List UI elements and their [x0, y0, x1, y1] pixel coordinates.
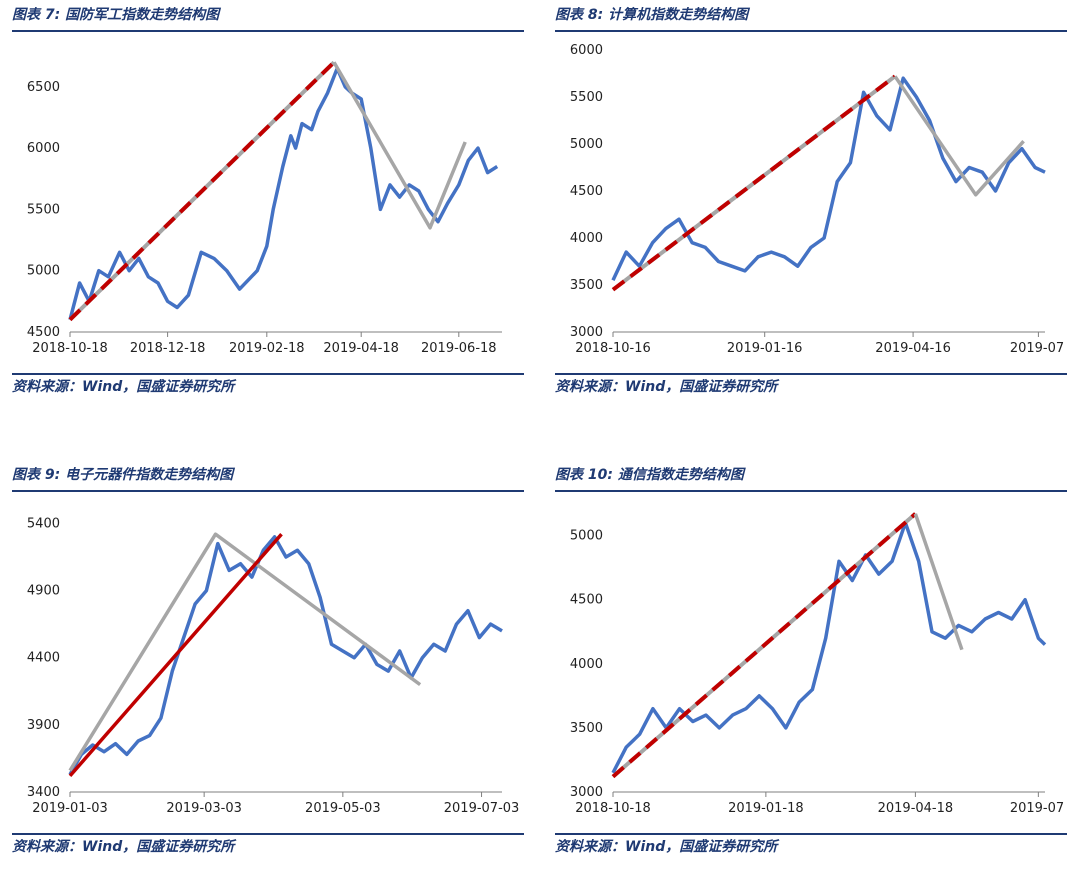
figure-8: 图表 8: 计算机指数走势结构图 3000 3500 4000 4500 5000 550… — [555, 0, 1067, 420]
index-series-line — [611, 521, 1047, 774]
y-tick-label: 5000 — [570, 137, 603, 152]
x-tick-label: 2018-10-18 — [575, 801, 651, 816]
figure-title: 图表 9: 电子元器件指数走势结构图 — [12, 467, 234, 483]
chart-defense-index: 4500 5000 5500 6000 6500 2018-10-18 2018-12-18… — [27, 60, 502, 356]
x-tick-label: 2018-10-16 — [575, 341, 651, 356]
x-tick-label: 2019-01-18 — [728, 801, 804, 816]
x-tick-label: 2019-07 — [1010, 341, 1064, 356]
y-tick-label: 5500 — [570, 90, 603, 105]
figure-title: 图表 7: 国防军工指数走势结构图 — [12, 7, 220, 23]
x-tick-label: 2019-04-18 — [323, 341, 399, 356]
trend-line-gray — [68, 532, 422, 772]
y-tick-label: 3500 — [570, 721, 603, 736]
y-tick-label: 5000 — [27, 264, 60, 279]
figure-7: 图表 7: 国防军工指数走势结构图 4500 5000 5500 6000 6500 20… — [12, 0, 524, 420]
x-tick-label: 2018-10-18 — [32, 341, 108, 356]
y-tick-label: 4400 — [27, 651, 60, 666]
source-rule — [12, 833, 524, 835]
figure-title: 图表 8: 计算机指数走势结构图 — [555, 7, 749, 23]
figure-title: 图表 10: 通信指数走势结构图 — [555, 467, 744, 483]
x-tick-label: 2019-02-18 — [229, 341, 305, 356]
chart-electronics-index: 3400 3900 4400 4900 5400 2019-01-03 2019-03-03… — [27, 516, 520, 816]
index-series-line — [68, 66, 499, 321]
trend-line-dashed — [611, 512, 917, 779]
x-tick-label: 2019-04-16 — [875, 341, 951, 356]
y-tick-label: 4000 — [570, 657, 603, 672]
title-rule — [555, 30, 1067, 32]
figure-10: 图表 10: 通信指数走势结构图 3000 3500 4000 4500 5000 201… — [555, 460, 1067, 880]
title-rule — [555, 490, 1067, 492]
y-tick-label: 3400 — [27, 785, 60, 800]
y-tick-label: 4500 — [570, 184, 603, 199]
x-tick-label: 2019-07-03 — [444, 801, 520, 816]
y-tick-label: 3000 — [570, 325, 603, 340]
y-tick-label: 3000 — [570, 785, 603, 800]
x-tick-label: 2018-12-18 — [130, 341, 206, 356]
source-rule — [12, 373, 524, 375]
y-tick-label: 6000 — [27, 141, 60, 156]
trend-line-dashed — [611, 74, 897, 292]
y-tick-label: 3500 — [570, 278, 603, 293]
source-rule — [555, 373, 1067, 375]
y-tick-label: 6000 — [570, 43, 603, 58]
y-tick-label: 4000 — [570, 231, 603, 246]
x-tick-label: 2019-01-03 — [32, 801, 108, 816]
y-tick-label: 5000 — [570, 529, 603, 544]
figure-9: 图表 9: 电子元器件指数走势结构图 3400 3900 4400 4900 5400 2… — [12, 460, 524, 880]
source-note: 资料来源：Wind，国盛证券研究所 — [555, 379, 778, 395]
source-note: 资料来源：Wind，国盛证券研究所 — [12, 379, 235, 395]
index-series-line — [68, 535, 503, 776]
y-tick-label: 5400 — [27, 516, 60, 531]
x-tick-label: 2019-07 — [1010, 801, 1064, 816]
index-series-line — [611, 76, 1046, 282]
trend-line-dashed — [68, 60, 336, 322]
x-tick-label: 2019-04-18 — [878, 801, 954, 816]
trend-line-gray — [332, 61, 467, 230]
source-rule — [555, 833, 1067, 835]
trend-line-gray — [913, 513, 964, 651]
chart-telecom-index: 3000 3500 4000 4500 5000 2018-10-18 2019-01-18… — [570, 512, 1064, 816]
trend-line-gray — [893, 75, 1025, 197]
x-tick-label: 2019-05-03 — [305, 801, 381, 816]
source-note: 资料来源：Wind，国盛证券研究所 — [12, 839, 235, 855]
title-rule — [12, 30, 524, 32]
source-note: 资料来源：Wind，国盛证券研究所 — [555, 839, 778, 855]
y-tick-label: 4500 — [27, 325, 60, 340]
x-tick-label: 2019-03-03 — [166, 801, 242, 816]
y-tick-label: 6500 — [27, 80, 60, 95]
trend-line-red — [68, 533, 283, 778]
chart-computer-index: 3000 3500 4000 4500 5000 5500 6000 2018-10-16 20… — [570, 43, 1064, 356]
y-tick-label: 5500 — [27, 202, 60, 217]
title-rule — [12, 490, 524, 492]
y-tick-label: 4900 — [27, 584, 60, 599]
y-tick-label: 4500 — [570, 593, 603, 608]
x-tick-label: 2019-01-16 — [727, 341, 803, 356]
y-tick-label: 3900 — [27, 718, 60, 733]
x-tick-label: 2019-06-18 — [421, 341, 497, 356]
